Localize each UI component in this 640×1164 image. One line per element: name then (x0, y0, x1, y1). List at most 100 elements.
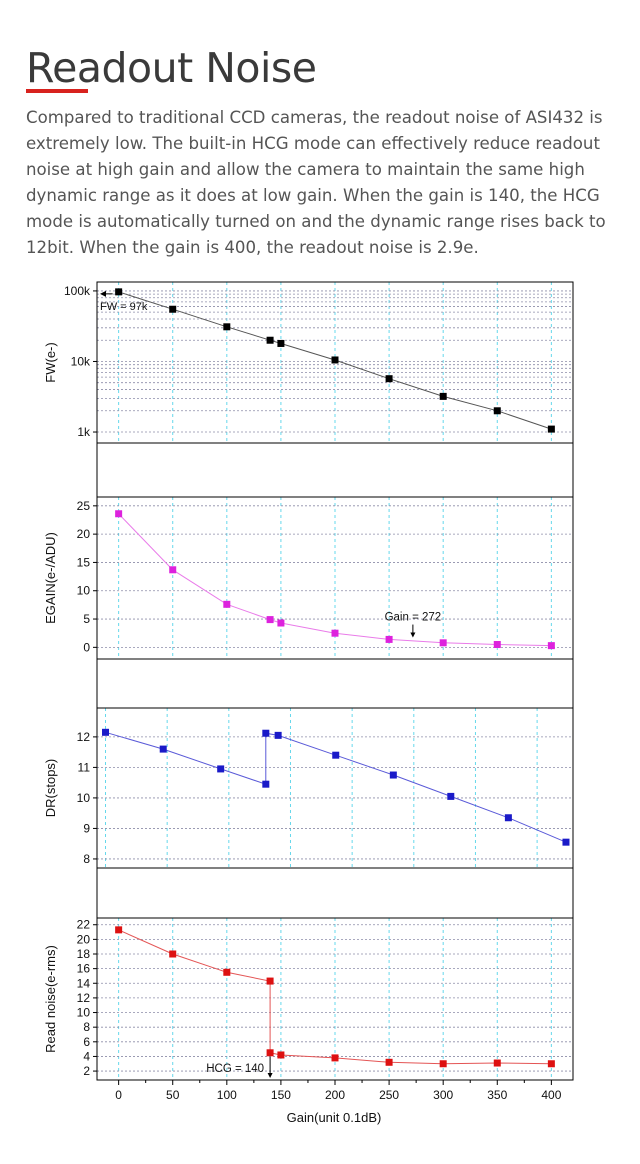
spacer-frame (96, 442, 574, 498)
dr-data-point (262, 780, 270, 788)
fw-data-point (547, 425, 555, 433)
readnoise-ytick-label: 14 (77, 976, 91, 990)
fw-ytick-label: 100k (64, 284, 91, 298)
egain-ytick-label: 10 (77, 584, 91, 598)
egain-data-point (266, 616, 274, 624)
egain-data-point (277, 619, 285, 627)
readnoise-data-point (385, 1058, 393, 1066)
dr-ytick-label: 12 (77, 730, 91, 744)
egain-data-point (493, 641, 501, 649)
egain-data-point (169, 566, 177, 574)
readnoise-data-point (266, 1049, 274, 1057)
egain-data-point (385, 635, 393, 643)
egain-data-point (223, 600, 231, 608)
dr-data-point (159, 745, 167, 753)
readnoise-data-point (277, 1051, 285, 1059)
dr-data-point (262, 729, 270, 737)
readnoise-annotation-arrowhead (267, 1073, 273, 1078)
fw-plot-frame (96, 281, 574, 444)
readnoise-data-point (223, 968, 231, 976)
xtick-label: 200 (325, 1088, 345, 1102)
readnoise-ytick-label: 8 (83, 1020, 90, 1034)
title-accent-bar (26, 89, 88, 93)
fw-data-point (277, 339, 285, 347)
dr-data-point (102, 728, 110, 736)
egain-series-line (118, 513, 552, 647)
xtick-label: 150 (271, 1088, 291, 1102)
readnoise-ytick-label: 16 (77, 962, 91, 976)
egain-ylabel: EGAIN(e-/ADU) (43, 532, 58, 624)
egain-data-point (439, 639, 447, 647)
dr-data-point (274, 731, 282, 739)
dr-ytick-label: 11 (78, 760, 91, 774)
egain-ytick-label: 0 (83, 640, 90, 654)
readnoise-data-point (439, 1060, 447, 1068)
readnoise-ytick-label: 10 (77, 1006, 91, 1020)
dr-ytick-label: 10 (77, 791, 91, 805)
readnoise-data-point (266, 977, 274, 985)
egain-data-point (115, 510, 123, 518)
fw-data-point (266, 336, 274, 344)
dr-ytick-label: 8 (83, 852, 90, 866)
xtick-label: 100 (217, 1088, 237, 1102)
readnoise-data-point (547, 1060, 555, 1068)
fw-series-line (118, 291, 552, 430)
dr-data-point (504, 814, 512, 822)
readnoise-ytick-label: 20 (77, 932, 91, 946)
page-title: Readout Noise (26, 44, 317, 92)
readnoise-data-point (331, 1054, 339, 1062)
readnoise-ylabel: Read noise(e-rms) (43, 945, 58, 1053)
description-paragraph: Compared to traditional CCD cameras, the… (26, 108, 606, 257)
dr-series-line (105, 731, 567, 843)
readnoise-data-point (115, 926, 123, 934)
xtick-label: 250 (379, 1088, 399, 1102)
xtick-label: 400 (541, 1088, 561, 1102)
fw-data-point (169, 305, 177, 313)
readnoise-ytick-label: 22 (77, 918, 91, 932)
dr-data-point (217, 765, 225, 773)
readnoise-data-point (493, 1059, 501, 1067)
fw-data-point (331, 356, 339, 364)
fw-data-point (115, 288, 123, 296)
fw-ytick-label: 1k (77, 425, 91, 439)
readnoise-annotation-label: HCG = 140 (206, 1063, 264, 1075)
xtick-label: 0 (115, 1088, 122, 1102)
readnoise-ytick-label: 2 (83, 1064, 90, 1078)
dr-data-point (332, 751, 340, 759)
xtick-label: 50 (166, 1088, 180, 1102)
spacer-frame (96, 867, 574, 919)
dr-ytick-label: 9 (83, 821, 90, 835)
egain-plot-frame (96, 496, 574, 660)
fw-annotation-label: FW = 97k (100, 301, 148, 313)
egain-ytick-label: 5 (83, 612, 90, 626)
fw-ylabel: FW(e-) (43, 342, 58, 382)
readnoise-ytick-label: 18 (77, 947, 91, 961)
dr-data-point (562, 838, 570, 846)
fw-data-point (223, 323, 231, 331)
readnoise-ytick-label: 12 (77, 991, 91, 1005)
egain-data-point (331, 629, 339, 637)
readnoise-data-point (169, 950, 177, 958)
dr-ylabel: DR(stops) (43, 759, 58, 818)
xtick-label: 300 (433, 1088, 453, 1102)
readnoise-ytick-label: 4 (83, 1049, 90, 1063)
egain-annotation-label: Gain = 272 (385, 612, 442, 624)
egain-ytick-label: 25 (77, 499, 91, 513)
egain-annotation-arrowhead (410, 632, 416, 638)
fw-data-point (493, 407, 501, 415)
dr-data-point (389, 771, 397, 779)
egain-data-point (547, 642, 555, 650)
fw-annotation-arrowhead (100, 290, 106, 297)
readnoise-ytick-label: 6 (83, 1035, 90, 1049)
spacer-frame (96, 658, 574, 709)
egain-ytick-label: 15 (77, 555, 91, 569)
fw-data-point (385, 375, 393, 383)
egain-ytick-label: 20 (77, 527, 91, 541)
xtick-label: 350 (487, 1088, 507, 1102)
dr-plot-frame (96, 707, 574, 869)
dr-data-point (447, 792, 455, 800)
xlabel: Gain(unit 0.1dB) (287, 1110, 382, 1125)
fw-ytick-label: 10k (71, 354, 91, 368)
fw-data-point (439, 392, 447, 400)
